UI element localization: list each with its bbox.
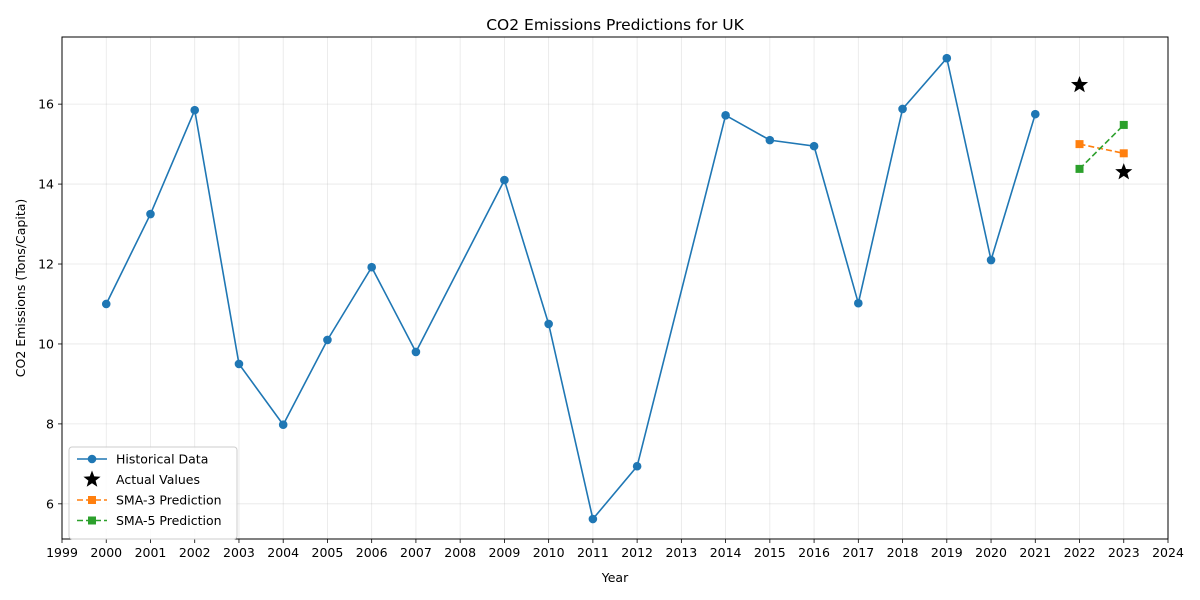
data-point: [854, 298, 863, 308]
x-tick-label: 2017: [842, 545, 874, 560]
legend-label: SMA-3 Prediction: [116, 493, 222, 508]
legend-box: [68, 446, 238, 540]
legend-item: SMA-3 Prediction: [77, 493, 222, 508]
series-sma-5-prediction: [1075, 120, 1128, 173]
legend: Historical Data Actual Values SMA-3 Predic…: [68, 446, 238, 540]
x-tick-label: 2011: [577, 545, 609, 560]
x-tick-label: 2003: [223, 545, 255, 560]
x-tick-label: 2001: [135, 545, 167, 560]
x-tick-label: 2005: [312, 545, 344, 560]
legend-label: SMA-5 Prediction: [116, 513, 222, 528]
x-tick-label: 2010: [533, 545, 565, 560]
legend-item: Historical Data: [77, 452, 208, 467]
legend-item: SMA-5 Prediction: [77, 513, 222, 528]
x-tick-label: 2019: [931, 545, 963, 560]
data-point: [367, 262, 376, 272]
x-tick-label: 1999: [46, 545, 78, 560]
x-tick-label: 2018: [887, 545, 919, 560]
legend-label: Historical Data: [116, 452, 208, 467]
x-tick-label: 2004: [267, 545, 299, 560]
data-point: [986, 255, 996, 265]
data-point: [588, 514, 598, 524]
series-sma-3-prediction: [1075, 140, 1128, 158]
legend-marker: [88, 516, 96, 525]
y-axis-label: CO2 Emissions (Tons/Capita): [13, 199, 28, 378]
data-point: [1075, 140, 1084, 149]
data-point: [146, 209, 155, 219]
data-point: [190, 105, 200, 115]
data-point: [544, 319, 553, 329]
data-point: [234, 359, 244, 369]
series-line: [1079, 143, 1124, 155]
series-line: [105, 56, 1037, 521]
grid: [61, 37, 1169, 539]
data-point: [942, 53, 952, 63]
data-point: [632, 461, 642, 471]
data-point: [101, 299, 111, 309]
x-tick-label: 2007: [400, 545, 432, 560]
x-tick-label: 2024: [1152, 545, 1184, 560]
data-point: [898, 104, 907, 114]
x-tick-label: 2023: [1108, 545, 1140, 560]
data-point: [721, 111, 730, 120]
data-point: [1115, 163, 1133, 180]
x-tick-label: 2006: [356, 545, 388, 560]
series-actual-values: [1070, 75, 1133, 180]
x-tick-label: 2013: [665, 545, 697, 560]
y-tick-label: 16: [38, 97, 54, 112]
x-tick-label: 2020: [975, 545, 1007, 560]
x-tick-label: 2002: [179, 545, 211, 560]
y-tick-label: 10: [38, 336, 54, 351]
data-point: [500, 175, 509, 185]
data-point: [323, 335, 332, 345]
plot-frame: [61, 36, 1169, 540]
legend-marker: [88, 496, 96, 504]
x-tick-label: 2021: [1019, 545, 1051, 560]
y-tick-label: 6: [46, 496, 54, 511]
series-line: [1078, 124, 1125, 170]
chart-title: CO2 Emissions Predictions for UK: [486, 16, 744, 34]
x-axis-label: Year: [601, 570, 629, 585]
data-point: [278, 420, 288, 429]
y-tick-label: 12: [38, 257, 54, 272]
data-point: [1075, 164, 1084, 173]
data-point: [1030, 109, 1040, 119]
x-tick-label: 2022: [1064, 545, 1096, 560]
legend-marker: [87, 454, 97, 464]
legend-marker: [83, 470, 101, 487]
data-point: [765, 135, 775, 145]
data-point: [411, 347, 421, 357]
axis-ticks: 1999 2000 2001 2002 2003 2004 2005 2006 2007 2008…: [38, 97, 1184, 560]
data-point: [1119, 120, 1128, 129]
y-tick-label: 14: [38, 177, 54, 192]
plot-series: [101, 53, 1133, 524]
y-tick-label: 8: [46, 416, 54, 431]
legend-label: Actual Values: [116, 472, 200, 487]
data-point: [1070, 75, 1089, 93]
legend-item: Actual Values: [83, 470, 200, 487]
data-point: [1119, 149, 1128, 158]
x-tick-label: 2015: [754, 545, 786, 560]
x-tick-label: 2016: [798, 545, 830, 560]
x-tick-label: 2008: [444, 545, 476, 560]
series-historical-data: [101, 53, 1040, 524]
x-tick-label: 2014: [710, 545, 742, 560]
x-tick-label: 2012: [621, 545, 653, 560]
x-tick-label: 2000: [90, 545, 122, 560]
data-point: [809, 141, 819, 151]
x-tick-label: 2009: [488, 545, 520, 560]
